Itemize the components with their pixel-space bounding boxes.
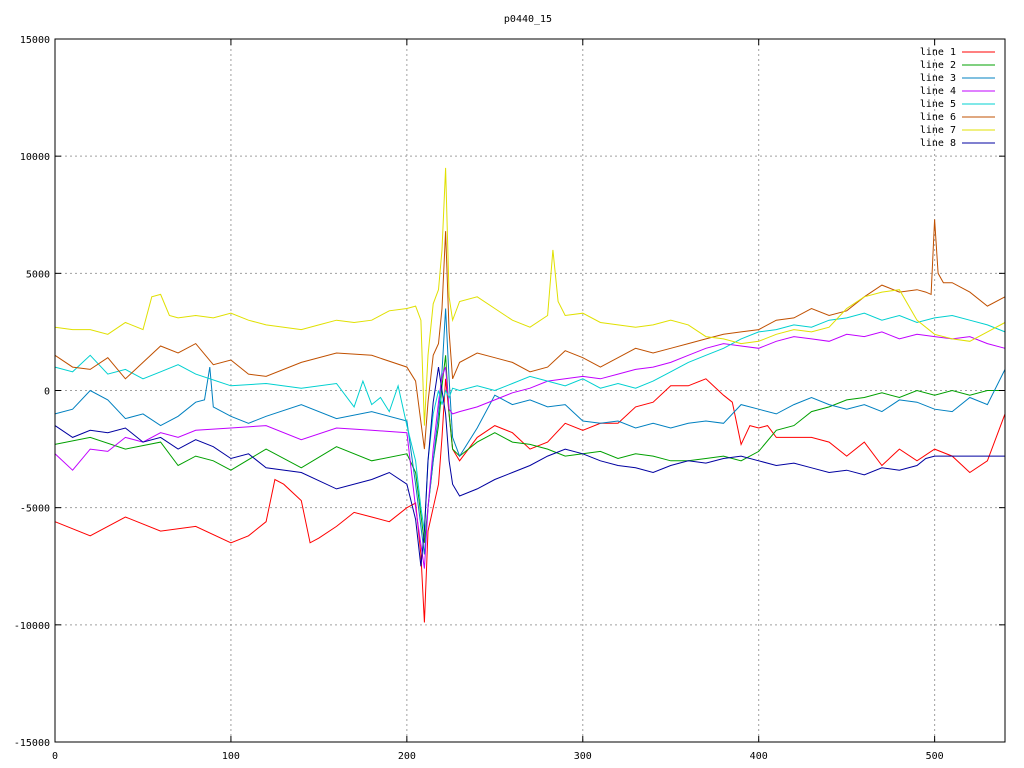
x-tick-label: 300: [574, 751, 592, 762]
y-tick-label: -5000: [20, 504, 50, 515]
x-tick-label: 0: [52, 751, 58, 762]
legend: line 1 line 2 line 3 line 4 line 5 line 6 line…: [920, 47, 995, 149]
legend-label: line 4: [920, 86, 956, 97]
legend-label: line 8: [920, 138, 956, 149]
series-line-4: [54, 331, 1006, 569]
axis-ticks: 0 100 200 300 400 500 -15000 -10000 -5000 0 5000 10…: [14, 35, 1005, 762]
chart-title: p0440_15: [504, 14, 552, 25]
legend-label: line 6: [920, 112, 956, 123]
series-line-7: [54, 167, 1006, 426]
y-tick-label: 10000: [20, 152, 50, 163]
series-line-8: [54, 367, 1005, 567]
series-line-2: [54, 355, 1005, 543]
x-tick-label: 400: [750, 751, 768, 762]
y-tick-label: -15000: [14, 738, 50, 749]
series-line-6: [54, 219, 1006, 450]
series-line-5: [54, 312, 1006, 532]
legend-label: line 3: [920, 73, 956, 84]
series-line-1: [54, 378, 1006, 623]
y-tick-label: 15000: [20, 35, 50, 46]
x-tick-label: 200: [398, 751, 416, 762]
y-tick-label: 0: [44, 387, 50, 398]
x-tick-label: 100: [222, 751, 240, 762]
x-tick-label: 500: [926, 751, 944, 762]
y-tick-label: 5000: [26, 269, 50, 280]
legend-label: line 1: [920, 47, 956, 58]
grid: [55, 39, 1005, 742]
legend-label: line 2: [920, 60, 956, 71]
series-lines: [54, 167, 1006, 623]
series-line-3: [54, 308, 1006, 555]
y-tick-label: -10000: [14, 621, 50, 632]
legend-label: line 7: [920, 125, 956, 136]
legend-label: line 5: [920, 99, 956, 110]
